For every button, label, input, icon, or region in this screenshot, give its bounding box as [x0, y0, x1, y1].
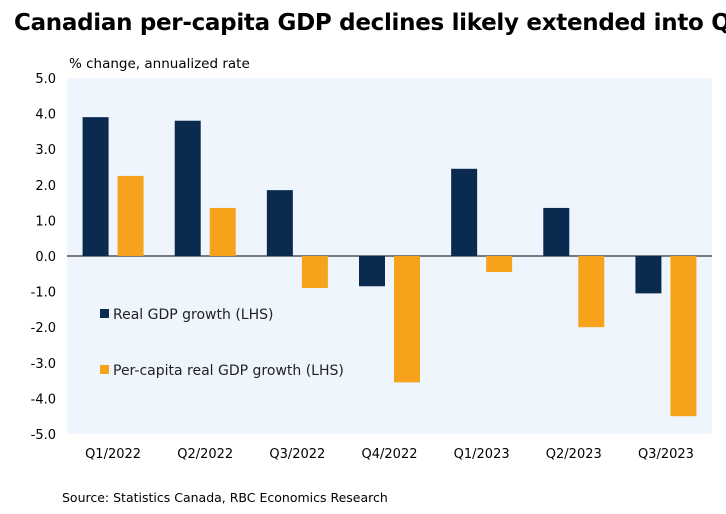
y-axis-unit-label: % change, annualized rate [69, 56, 250, 72]
y-tick-label: 2.0 [35, 179, 56, 194]
legend: Real GDP growth (LHS) Per-capita real GDP… [100, 307, 344, 379]
per-capita-gdp-bar [578, 256, 605, 328]
real-gdp-bar [82, 117, 109, 256]
real-gdp-bar [266, 190, 293, 256]
y-tick-label: 0.0 [35, 250, 56, 265]
y-tick-label: -5.0 [31, 428, 56, 443]
legend-swatch [100, 365, 109, 374]
real-gdp-bar [451, 168, 478, 256]
real-gdp-bar [635, 256, 662, 294]
x-category-label: Q2/2023 [546, 447, 602, 462]
x-category-label: Q1/2022 [85, 447, 141, 462]
y-tick-label: 5.0 [35, 72, 56, 87]
x-category-label: Q1/2023 [454, 447, 510, 462]
source-note: Source: Statistics Canada, RBC Economics… [62, 490, 388, 505]
per-capita-gdp-bar [394, 256, 420, 383]
x-category-label: Q2/2022 [177, 447, 233, 462]
legend-swatch [100, 309, 109, 318]
x-category-label: Q3/2022 [269, 447, 325, 462]
bars [82, 117, 697, 417]
y-tick-label: 3.0 [35, 143, 56, 158]
y-tick-label: -4.0 [31, 392, 56, 407]
x-axis-category-labels: Q1/2022 Q2/2022 Q3/2022 Q4/2022 Q1/2023 Q2/20… [85, 447, 694, 462]
per-capita-gdp-bar [117, 175, 144, 256]
x-category-label: Q3/2023 [638, 447, 694, 462]
real-gdp-bar [359, 256, 385, 287]
y-tick-label: -1.0 [31, 286, 56, 301]
y-tick-label: -2.0 [31, 321, 56, 336]
real-gdp-bar [543, 207, 570, 256]
y-tick-label: 4.0 [35, 108, 56, 123]
per-capita-gdp-bar [209, 207, 236, 256]
per-capita-gdp-bar [486, 256, 513, 273]
legend-label: Per-capita real GDP growth (LHS) [113, 363, 344, 379]
y-tick-label: 1.0 [35, 214, 56, 229]
chart-title: Canadian per-capita GDP declines likely … [14, 10, 726, 36]
per-capita-gdp-bar [301, 256, 328, 289]
x-category-label: Q4/2022 [362, 447, 418, 462]
y-tick-label: -3.0 [31, 357, 56, 372]
legend-label: Real GDP growth (LHS) [113, 307, 273, 323]
real-gdp-bar [174, 120, 201, 256]
y-axis-ticks: 5.0 4.0 3.0 2.0 1.0 0.0 -1.0 -2.0 -3.0 -4.0 -5.0 [31, 72, 56, 443]
per-capita-gdp-bar [670, 256, 697, 417]
